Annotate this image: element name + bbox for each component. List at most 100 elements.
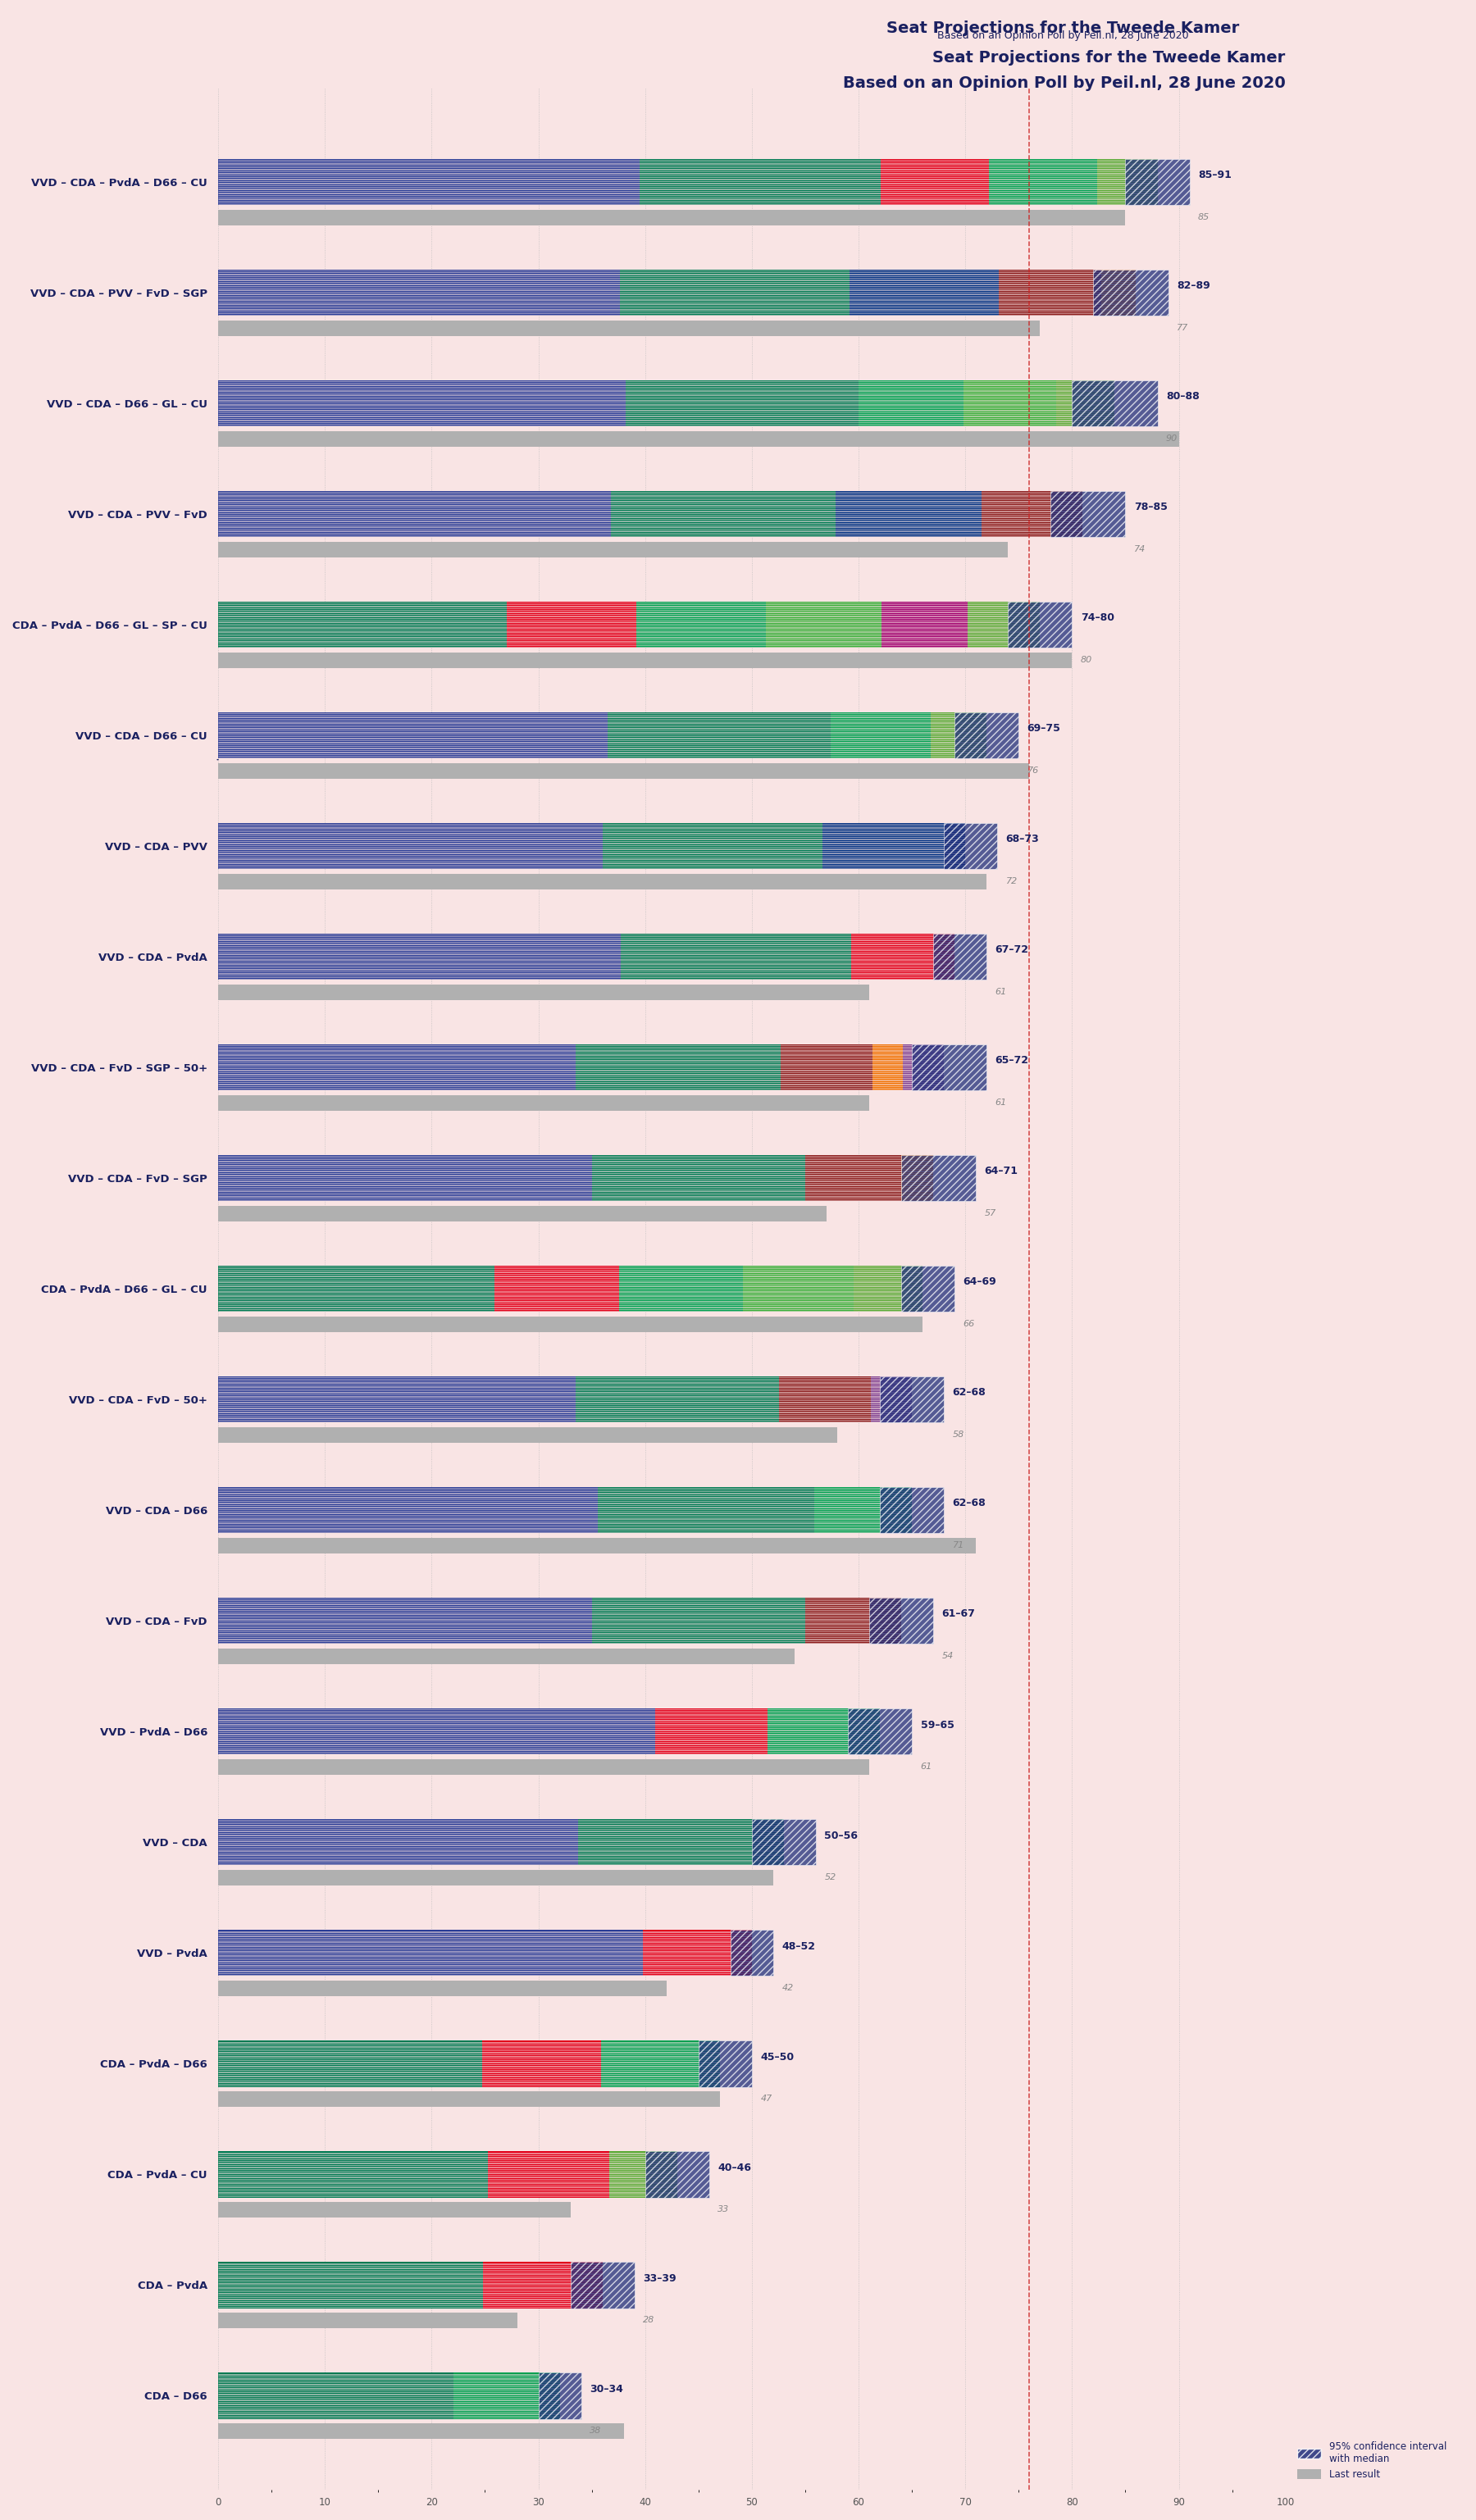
Text: 78–85: 78–85 [1134,501,1168,512]
Bar [806,1154,902,1202]
Bar [742,1265,853,1313]
Bar [626,381,859,426]
Text: 80: 80 [1080,655,1092,665]
Bar [1051,491,1125,537]
Bar [1008,602,1072,648]
Bar [592,1154,806,1202]
Text: 58: 58 [952,1431,964,1439]
Text: 33: 33 [717,2205,729,2213]
Bar [620,270,849,315]
Bar [218,1426,837,1441]
Bar [853,1265,922,1313]
Bar [218,1759,869,1774]
Bar [912,1043,986,1091]
Text: Seat Projections for the Tweede Kamer
Based on an Opinion Poll by Peil.nl, 28 Ju: Seat Projections for the Tweede Kamer Ba… [843,50,1286,91]
Bar [601,2041,720,2087]
Text: 42: 42 [782,1983,794,1993]
Bar [968,602,1041,648]
Bar [1057,381,1114,426]
Text: 62–68: 62–68 [952,1389,986,1399]
Bar [218,1487,598,1532]
Bar [218,764,1029,779]
Text: 40–46: 40–46 [717,2162,751,2172]
Bar [1125,159,1190,204]
Text: 50–56: 50–56 [825,1830,858,1840]
Bar [218,542,1008,557]
Bar [494,1265,618,1313]
Text: Seat Projections for the Tweede Kamer: Seat Projections for the Tweede Kamer [886,20,1240,35]
Text: 76: 76 [1027,766,1039,774]
Bar [506,602,636,648]
Text: 65–72: 65–72 [995,1056,1029,1066]
Bar [955,713,1018,759]
Bar [218,1981,667,1996]
Text: 57: 57 [984,1210,996,1217]
Bar [218,1096,869,1111]
Bar [880,1487,945,1532]
Text: 64–69: 64–69 [964,1278,996,1288]
Bar [859,381,964,426]
Bar [766,602,881,648]
Bar [989,159,1097,204]
Bar [579,1819,784,1865]
Bar [218,1648,794,1663]
Bar [592,1598,806,1643]
Bar [621,932,852,980]
Bar [489,2152,610,2197]
Bar [218,1315,922,1333]
Bar [218,602,506,648]
Bar [602,822,822,869]
Bar [218,932,621,980]
Bar [570,2260,635,2308]
Bar [881,602,968,648]
Bar [964,381,1057,426]
Bar [871,1376,912,1424]
Bar [872,1043,903,1091]
Bar [218,2041,483,2087]
Bar [598,1487,815,1532]
Text: 33–39: 33–39 [644,2273,676,2283]
Bar [902,1154,933,1202]
Bar [610,2152,677,2197]
Bar [1101,270,1137,315]
Bar [218,320,1041,335]
Bar [847,1709,912,1754]
Bar [933,932,986,980]
Bar [539,2371,582,2419]
Bar [218,2092,720,2107]
Bar [881,159,989,204]
Text: 74–80: 74–80 [1080,612,1114,622]
Bar [218,653,1072,668]
Bar [576,1376,779,1424]
Bar [218,209,1125,224]
Bar [1097,159,1157,204]
Bar [483,2260,602,2308]
Bar [835,491,982,537]
Bar [218,1870,773,1885]
Bar [1094,270,1168,315]
Bar [751,1819,816,1865]
Bar [982,491,1083,537]
Bar [218,381,626,426]
Text: 80–88: 80–88 [1166,391,1200,403]
Text: 68–73: 68–73 [1005,834,1039,844]
Text: 77: 77 [1176,325,1188,333]
Text: 61–67: 61–67 [942,1608,976,1620]
Bar [218,1043,576,1091]
Bar [822,822,965,869]
Text: 69–75: 69–75 [1027,723,1061,733]
Bar [218,1819,579,1865]
Text: 85–91: 85–91 [1199,169,1231,181]
Text: Based on an Opinion Poll by Peil.nl, 28 June 2020: Based on an Opinion Poll by Peil.nl, 28 … [937,30,1188,40]
Bar [880,1376,945,1424]
Bar [806,1598,902,1643]
Bar [655,1709,768,1754]
Bar [998,270,1101,315]
Bar [931,713,986,759]
Text: 71: 71 [952,1542,964,1550]
Bar [218,159,639,204]
Bar [698,2041,751,2087]
Bar [576,1043,781,1091]
Bar [453,2371,559,2419]
Bar [768,1709,880,1754]
